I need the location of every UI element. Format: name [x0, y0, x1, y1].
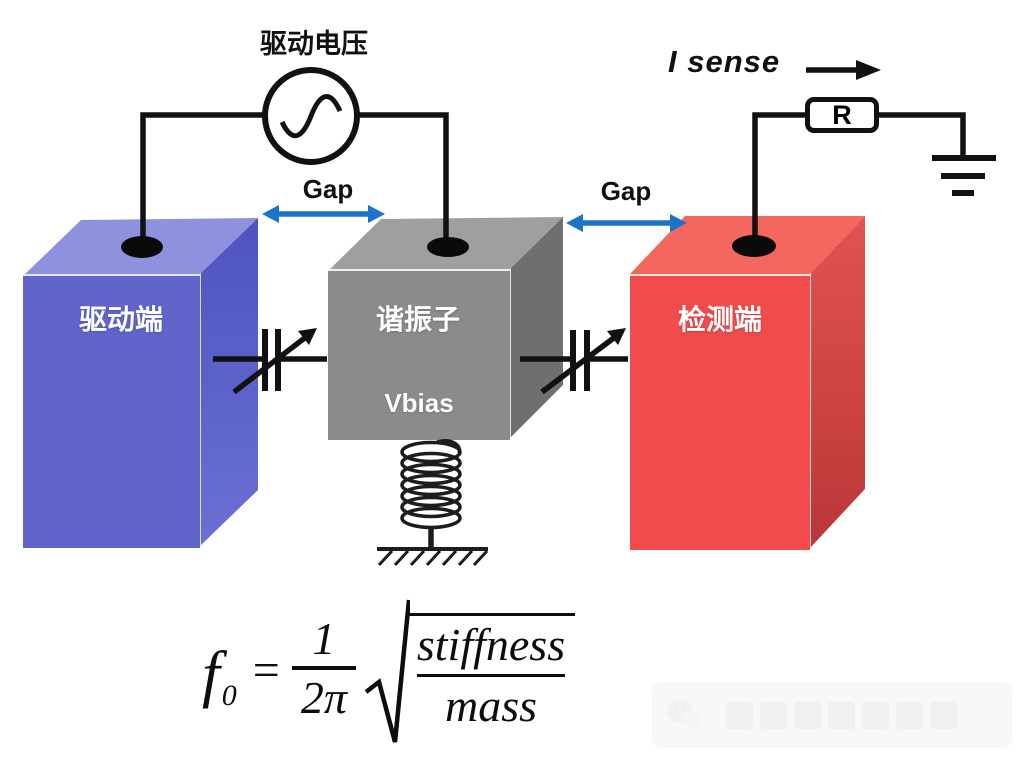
- watermark-text-blocks: [726, 701, 957, 729]
- sense-box-front-face: [630, 274, 810, 550]
- formula-f: f: [202, 638, 220, 709]
- fraction-bar: [416, 673, 566, 678]
- coeff-denominator: 2π: [300, 671, 347, 723]
- resistor-symbol: R: [805, 97, 879, 133]
- electrode-dot-sense: [732, 235, 776, 257]
- resonance-frequency-formula: f 0 = 1 2π stiffness mass: [202, 592, 576, 744]
- current-arrow-icon: [806, 60, 881, 80]
- radicand-numerator: stiffness: [416, 619, 566, 671]
- variable-capacitor-left-icon: [213, 328, 327, 395]
- i-sense-label: I sense: [668, 44, 781, 79]
- sense-box-label: 检测端: [677, 304, 762, 335]
- gap-label-right: Gap: [600, 176, 652, 206]
- radicand-denominator: mass: [444, 680, 537, 732]
- watermark: [652, 682, 1012, 748]
- fraction-bar: [291, 666, 356, 670]
- radical-sign: [364, 599, 410, 743]
- wire-sense-right: [877, 112, 966, 158]
- resistor-label: R: [832, 100, 852, 130]
- wire-drive-left: [140, 112, 266, 242]
- formula-f-subscript: 0: [221, 679, 237, 712]
- electrode-dot-drive: [121, 236, 163, 258]
- ac-source-icon: [262, 67, 360, 165]
- formula-coefficient-fraction: 1 2π: [291, 612, 356, 723]
- wire-sense-left: [752, 112, 807, 242]
- gap-arrow-left-icon: [262, 205, 385, 223]
- drive-box-front-face: [23, 274, 200, 548]
- electrode-dot-resonator: [427, 237, 469, 257]
- wire-drive-right: [356, 112, 449, 242]
- ground-icon: [932, 155, 996, 196]
- gap-arrow-right-icon: [566, 214, 687, 232]
- wechat-icon: [667, 700, 701, 728]
- variable-capacitor-right-icon: [520, 328, 628, 395]
- resonator-box-front-face: [328, 269, 510, 440]
- vbias-label: Vbias: [384, 388, 454, 418]
- sense-box-side-face: [810, 216, 865, 548]
- drive-box-label: 驱动端: [78, 304, 163, 335]
- spring-icon: [400, 439, 462, 549]
- resonator-box-label: 谐振子: [375, 304, 460, 335]
- anchor-ground-icon: [377, 547, 489, 567]
- formula-equals: =: [252, 643, 280, 697]
- coeff-numerator: 1: [312, 612, 336, 664]
- drive-voltage-label: 驱动电压: [260, 29, 368, 59]
- formula-radicand-fraction: stiffness mass: [406, 613, 576, 732]
- gap-label-left: Gap: [302, 174, 354, 204]
